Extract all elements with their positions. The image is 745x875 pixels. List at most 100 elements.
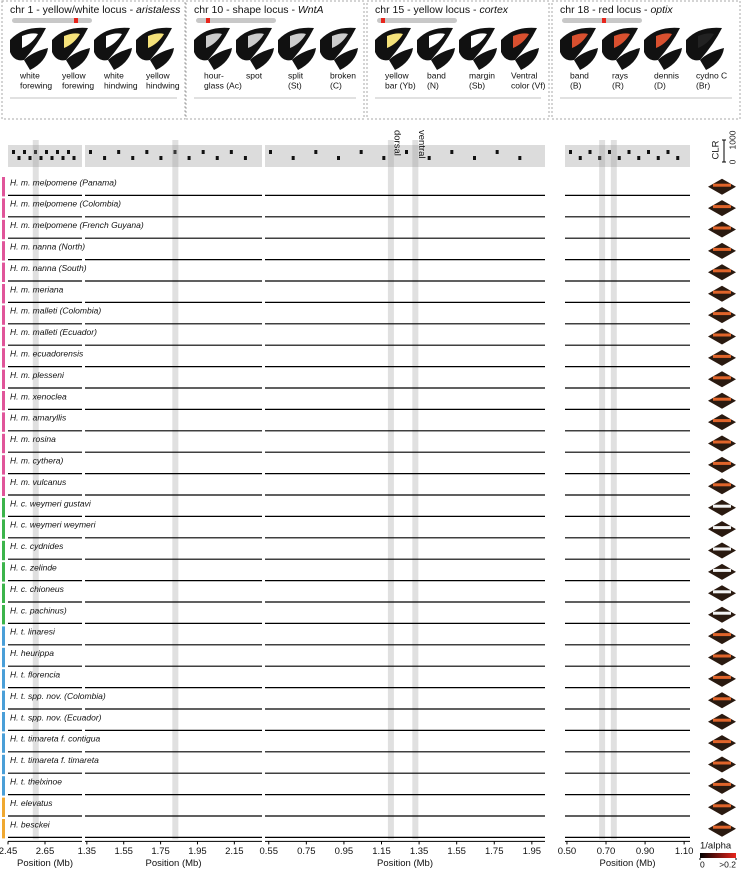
scaffold [103, 156, 107, 160]
scaffold [89, 150, 92, 154]
scaffold [518, 156, 522, 160]
wing-pattern [332, 33, 348, 48]
wing-pattern [513, 33, 529, 48]
group-bar [2, 712, 5, 732]
scaffold [17, 156, 21, 160]
scaffold [72, 156, 76, 160]
header-title: chr 10 - shape locus - WntA [194, 4, 324, 16]
header-label: forewing [62, 80, 94, 90]
wing-pattern [248, 33, 264, 48]
x-tick-label: 0.50 [558, 846, 577, 857]
x-tick-label: 1.10 [675, 846, 694, 857]
x-axis-label: Position (Mb) [377, 858, 433, 869]
butterfly-patch [713, 440, 731, 444]
wing-pattern [429, 33, 445, 48]
butterfly-patch [713, 611, 731, 615]
x-axis-label: Position (Mb) [17, 858, 73, 869]
header-label: glass (Ac) [204, 80, 242, 90]
butterfly-patch [713, 419, 731, 423]
header-label: margin [469, 70, 495, 80]
colorbar-label: 1/alpha [700, 841, 732, 852]
taxon-name: H. m. ecuadorensis [10, 348, 84, 358]
butterfly-patch [713, 675, 731, 679]
butterfly-patch [713, 633, 731, 637]
butterfly-patch [713, 761, 731, 765]
taxon-name: H. m. melpomene (Colombia) [10, 199, 121, 209]
scaffold [569, 150, 572, 154]
hindwing [24, 48, 48, 70]
scaffold [229, 150, 233, 154]
butterfly-patch [713, 590, 731, 594]
header-label: broken [330, 70, 356, 80]
scaffold [117, 150, 121, 154]
scaffold [12, 150, 15, 154]
highlight-band [387, 140, 394, 840]
hindwing [150, 48, 174, 70]
group-bar [2, 754, 5, 775]
clr-tick-label: 1000 [727, 130, 737, 149]
taxon-name: H. m. amaryllis [10, 413, 67, 423]
butterfly-patch [713, 461, 731, 465]
header-label: (N) [427, 80, 439, 90]
butterfly-patch [713, 825, 731, 829]
taxon-name: H. t. timareta f. timareta [10, 755, 99, 765]
taxon-name: H. t. spp. nov. (Ecuador) [10, 712, 102, 722]
clr-tick-label: 0 [727, 159, 737, 164]
header-label: spot [246, 70, 263, 80]
hindwing [250, 48, 274, 70]
hindwing [66, 48, 90, 70]
group-bar [2, 819, 5, 839]
butterfly-patch [713, 697, 731, 701]
header-label: hindwing [104, 80, 138, 90]
scaffold [173, 150, 177, 154]
header-label: (R) [612, 80, 624, 90]
scaffold [39, 156, 43, 160]
header-label: (St) [288, 80, 302, 90]
wing-pattern [471, 33, 487, 48]
scaffold [676, 156, 680, 160]
wing-pattern [290, 33, 306, 48]
butterfly-patch [713, 718, 731, 722]
group-bar [2, 433, 5, 454]
x-tick-label: 2.65 [36, 846, 55, 857]
scaffold [159, 156, 163, 160]
header-label: yellow [146, 70, 170, 80]
group-bar [2, 519, 5, 539]
group-bar [2, 605, 5, 625]
taxon-name: H. m. malleti (Ecuador) [10, 327, 97, 337]
wing-pattern [656, 33, 672, 48]
header-label: yellow [62, 70, 86, 80]
header-gene: WntA [298, 4, 324, 16]
taxon-name: H. m. melpomene (Panama) [10, 177, 117, 187]
scaffold [405, 150, 408, 154]
header-label: hour- [204, 70, 224, 80]
scaffold [608, 150, 611, 154]
taxon-name: H. heurippa [10, 648, 54, 658]
group-bar [2, 562, 5, 582]
colorbar-tick-label: >0.2 [719, 859, 736, 869]
scaffold [56, 150, 59, 154]
scaffold [61, 156, 65, 160]
chromosome [196, 18, 276, 23]
group-bar [2, 412, 5, 432]
group-bar [2, 498, 5, 518]
group-bar [2, 797, 5, 817]
highlight-band [172, 140, 179, 840]
header-label: forewing [20, 80, 52, 90]
highlight-band [412, 140, 419, 840]
x-tick-label: 1.15 [372, 846, 391, 857]
taxon-name: H. besckei [10, 819, 51, 829]
scaffold [67, 150, 70, 154]
header-label: rays [612, 70, 628, 80]
x-tick-label: 1.75 [151, 846, 170, 857]
butterfly-patch [713, 290, 731, 294]
header-label: cydno C [696, 70, 727, 80]
x-tick-label: 0.55 [260, 846, 279, 857]
hindwing [515, 48, 539, 70]
scaffold [34, 150, 37, 154]
group-bar [2, 455, 5, 475]
group-bar [2, 776, 5, 796]
header-label: white [19, 70, 40, 80]
taxon-name: H. m. cythera) [10, 455, 64, 465]
header-label: hindwing [146, 80, 180, 90]
